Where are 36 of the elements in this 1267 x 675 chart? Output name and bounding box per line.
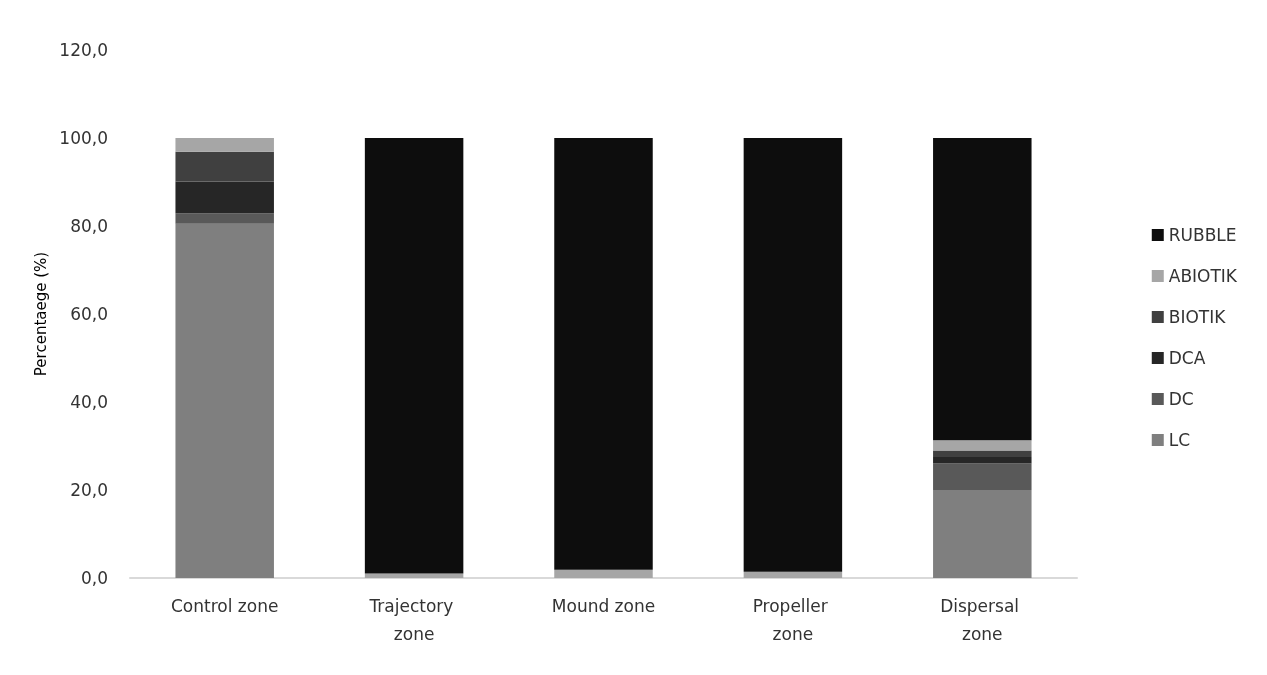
- x-tick-label: Propeller zone: [752, 596, 834, 644]
- y-tick-label: 0,0: [80, 568, 108, 588]
- bar: [175, 151, 274, 182]
- bar: [554, 569, 653, 578]
- x-tick-label: Mound zone: [551, 596, 656, 616]
- legend-label: DC: [1168, 389, 1194, 409]
- bar: [933, 463, 1032, 490]
- y-tick-label: 60,0: [70, 304, 108, 324]
- legend-label: BIOTIK: [1168, 307, 1227, 327]
- bar: [743, 138, 843, 572]
- y-tick-label: 20,0: [70, 480, 108, 500]
- legend-label: DCA: [1168, 348, 1206, 368]
- bar: [933, 490, 1032, 578]
- y-tick-label: 40,0: [70, 392, 108, 412]
- y-tick-label: 120,0: [59, 40, 108, 60]
- bar: [933, 450, 1032, 457]
- bar: [554, 138, 653, 570]
- bar: [175, 138, 274, 152]
- x-tick-label: Dispersal zone: [940, 596, 1025, 644]
- bar: [933, 440, 1032, 451]
- bar: [933, 457, 1032, 464]
- bar: [933, 138, 1032, 441]
- bar: [364, 573, 464, 578]
- bar: [364, 138, 464, 574]
- legend-label: RUBBLE: [1168, 225, 1237, 245]
- y-tick-label: 80,0: [70, 216, 108, 236]
- x-tick-label: Trajectory zone: [368, 596, 459, 644]
- bar: [175, 213, 274, 224]
- legend-label: LC: [1168, 430, 1191, 450]
- bar: [743, 571, 843, 578]
- y-tick-label: 100,0: [59, 128, 108, 148]
- legend-label: ABIOTIK: [1168, 266, 1238, 286]
- bar: [175, 181, 274, 214]
- x-tick-label: Control zone: [170, 596, 279, 616]
- y-axis-title: Percentaege (%): [31, 251, 50, 377]
- bar: [175, 223, 274, 578]
